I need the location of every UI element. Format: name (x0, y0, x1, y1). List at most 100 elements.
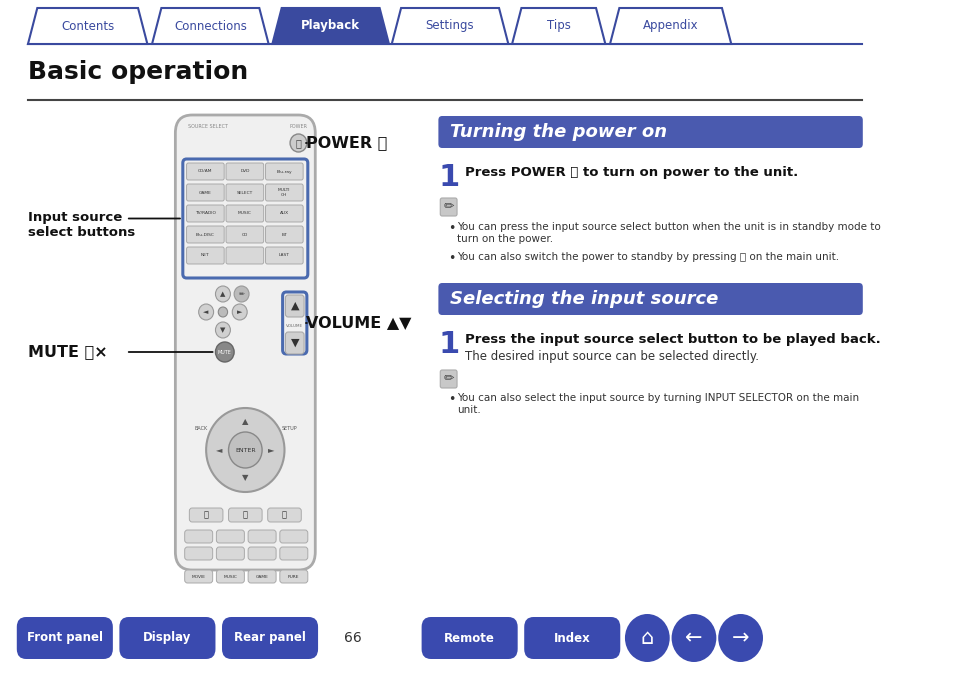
Circle shape (198, 304, 213, 320)
FancyBboxPatch shape (226, 184, 263, 201)
Text: Remote: Remote (444, 631, 495, 645)
Text: Selecting the input source: Selecting the input source (449, 290, 718, 308)
FancyBboxPatch shape (279, 530, 308, 543)
Text: MULTI
CH: MULTI CH (277, 188, 291, 197)
FancyBboxPatch shape (119, 617, 215, 659)
Text: The desired input source can be selected directly.: The desired input source can be selected… (464, 350, 758, 363)
Polygon shape (609, 8, 731, 44)
Text: ✏: ✏ (238, 291, 244, 297)
Text: ▲: ▲ (242, 417, 249, 427)
Text: Appendix: Appendix (642, 20, 698, 32)
Text: •: • (447, 393, 455, 406)
FancyBboxPatch shape (285, 332, 304, 354)
FancyBboxPatch shape (17, 617, 112, 659)
FancyBboxPatch shape (285, 295, 304, 317)
FancyBboxPatch shape (265, 205, 303, 222)
FancyBboxPatch shape (265, 163, 303, 180)
Polygon shape (28, 8, 147, 44)
Text: ←: ← (684, 628, 702, 648)
FancyBboxPatch shape (248, 547, 275, 560)
FancyBboxPatch shape (226, 205, 263, 222)
Text: Rear panel: Rear panel (233, 631, 306, 645)
Circle shape (218, 307, 228, 317)
FancyBboxPatch shape (187, 247, 224, 264)
Text: GAME: GAME (255, 575, 268, 579)
FancyBboxPatch shape (226, 163, 263, 180)
Text: Contents: Contents (61, 20, 114, 32)
FancyBboxPatch shape (226, 226, 263, 243)
FancyBboxPatch shape (187, 205, 224, 222)
Text: 66: 66 (343, 631, 361, 645)
Polygon shape (272, 8, 389, 44)
Text: SOURCE SELECT: SOURCE SELECT (188, 124, 228, 129)
Text: 1: 1 (438, 330, 459, 359)
Text: Settings: Settings (425, 20, 474, 32)
Circle shape (718, 614, 762, 662)
Circle shape (232, 304, 247, 320)
Text: MUSIC: MUSIC (237, 211, 252, 215)
Text: VOLUME: VOLUME (286, 324, 303, 328)
Text: Blu-DISC: Blu-DISC (195, 232, 214, 236)
FancyBboxPatch shape (216, 530, 244, 543)
FancyBboxPatch shape (185, 530, 213, 543)
Text: TV/RADIO: TV/RADIO (194, 211, 215, 215)
Circle shape (215, 342, 233, 362)
Text: MUTE: MUTE (217, 349, 232, 355)
Circle shape (233, 286, 249, 302)
Text: AUX: AUX (279, 211, 289, 215)
Text: Front panel: Front panel (27, 631, 103, 645)
Text: Blu-ray: Blu-ray (276, 170, 292, 174)
Polygon shape (512, 8, 605, 44)
FancyBboxPatch shape (439, 370, 456, 388)
Text: Turning the power on: Turning the power on (449, 123, 666, 141)
FancyBboxPatch shape (229, 508, 262, 522)
Circle shape (229, 432, 262, 468)
FancyBboxPatch shape (185, 547, 213, 560)
Text: MOVIE: MOVIE (192, 575, 206, 579)
Text: ▼: ▼ (291, 338, 298, 348)
Text: 1: 1 (438, 163, 459, 192)
Text: ⏮: ⏮ (203, 511, 209, 520)
Text: SELECT: SELECT (236, 190, 253, 194)
Text: POWER: POWER (289, 124, 307, 129)
Text: ◄: ◄ (215, 446, 222, 454)
Text: You can also switch the power to standby by pressing ⏻ on the main unit.: You can also switch the power to standby… (456, 252, 839, 262)
Text: PURE: PURE (288, 575, 299, 579)
Text: ▼: ▼ (220, 327, 225, 333)
Text: ⏻: ⏻ (295, 138, 301, 148)
Text: •: • (447, 222, 455, 235)
FancyBboxPatch shape (187, 226, 224, 243)
FancyBboxPatch shape (439, 198, 456, 216)
Text: ENTER: ENTER (234, 448, 255, 452)
FancyBboxPatch shape (187, 184, 224, 201)
Text: BT: BT (281, 232, 287, 236)
Text: You can also select the input source by turning INPUT SELECTOR on the main
unit.: You can also select the input source by … (456, 393, 859, 415)
Text: ⏭: ⏭ (282, 511, 287, 520)
Circle shape (671, 614, 716, 662)
Circle shape (215, 286, 230, 302)
Text: →: → (731, 628, 748, 648)
Text: NET: NET (201, 254, 210, 258)
Text: LAST: LAST (278, 254, 290, 258)
Text: ►: ► (268, 446, 274, 454)
FancyBboxPatch shape (222, 617, 317, 659)
Text: DVD: DVD (240, 170, 250, 174)
FancyBboxPatch shape (438, 283, 862, 315)
FancyBboxPatch shape (216, 547, 244, 560)
Text: ▲: ▲ (291, 301, 298, 311)
FancyBboxPatch shape (265, 226, 303, 243)
Text: MUTE 🔇×: MUTE 🔇× (28, 345, 108, 359)
Text: CD/AM: CD/AM (198, 170, 213, 174)
Text: Press POWER ⏻ to turn on power to the unit.: Press POWER ⏻ to turn on power to the un… (464, 166, 797, 179)
Text: ▼: ▼ (242, 474, 249, 483)
FancyBboxPatch shape (187, 163, 224, 180)
FancyBboxPatch shape (248, 570, 275, 583)
FancyBboxPatch shape (438, 116, 862, 148)
Text: ▲: ▲ (220, 291, 225, 297)
Text: CD: CD (241, 232, 248, 236)
Text: ◄: ◄ (203, 309, 209, 315)
Circle shape (206, 408, 284, 492)
FancyBboxPatch shape (279, 547, 308, 560)
FancyBboxPatch shape (265, 247, 303, 264)
Text: You can press the input source select button when the unit is in standby mode to: You can press the input source select bu… (456, 222, 880, 244)
